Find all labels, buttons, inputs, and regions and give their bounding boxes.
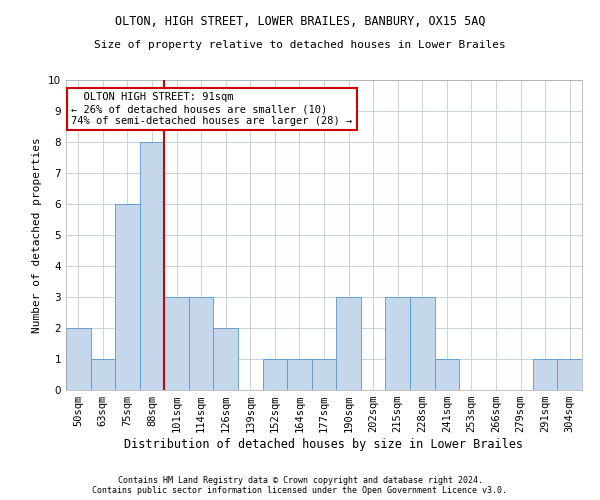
Bar — [385, 297, 410, 390]
Text: OLTON HIGH STREET: 91sqm
← 26% of detached houses are smaller (10)
74% of semi-d: OLTON HIGH STREET: 91sqm ← 26% of detach… — [71, 92, 352, 126]
Bar — [140, 142, 164, 390]
Bar — [66, 328, 91, 390]
Bar — [164, 297, 189, 390]
X-axis label: Distribution of detached houses by size in Lower Brailes: Distribution of detached houses by size … — [125, 438, 523, 451]
Bar — [91, 359, 115, 390]
Bar — [312, 359, 336, 390]
Bar — [214, 328, 238, 390]
Bar — [287, 359, 312, 390]
Bar — [263, 359, 287, 390]
Text: Size of property relative to detached houses in Lower Brailes: Size of property relative to detached ho… — [94, 40, 506, 50]
Text: Contains public sector information licensed under the Open Government Licence v3: Contains public sector information licen… — [92, 486, 508, 495]
Bar — [434, 359, 459, 390]
Bar — [557, 359, 582, 390]
Bar — [410, 297, 434, 390]
Text: Contains HM Land Registry data © Crown copyright and database right 2024.: Contains HM Land Registry data © Crown c… — [118, 476, 482, 485]
Bar — [115, 204, 140, 390]
Text: OLTON, HIGH STREET, LOWER BRAILES, BANBURY, OX15 5AQ: OLTON, HIGH STREET, LOWER BRAILES, BANBU… — [115, 15, 485, 28]
Bar — [189, 297, 214, 390]
Bar — [533, 359, 557, 390]
Bar — [336, 297, 361, 390]
Y-axis label: Number of detached properties: Number of detached properties — [32, 137, 43, 333]
